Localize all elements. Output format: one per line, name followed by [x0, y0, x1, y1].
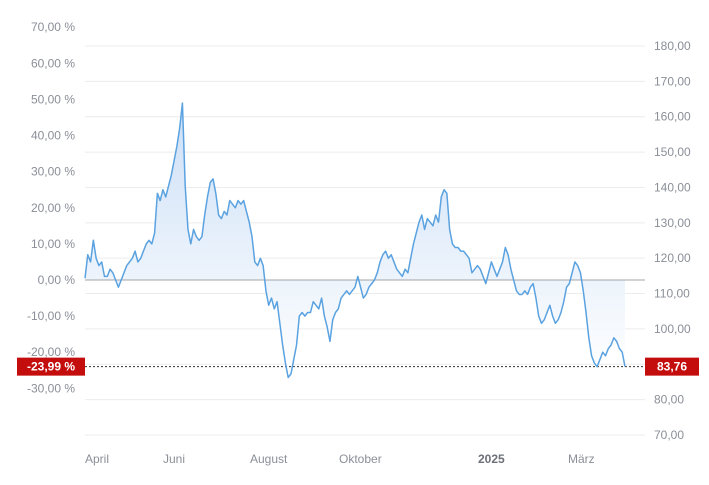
right-axis: 180,00 170,00 160,00 150,00 140,00 130,00 120,…	[654, 39, 691, 442]
x-tick-label: August	[250, 452, 288, 466]
y-right-tick-label: 80,00	[654, 393, 684, 407]
y-right-tick-label: 100,00	[654, 322, 691, 336]
x-tick-label: April	[85, 452, 109, 466]
y-left-tick-label: 40,00 %	[31, 129, 75, 143]
y-left-tick-label: 0,00 %	[38, 273, 76, 287]
y-right-tick-label: 140,00	[654, 180, 691, 194]
y-left-tick-label: 30,00 %	[31, 165, 75, 179]
last-price-label: 83,76	[657, 360, 687, 374]
y-left-tick-label: -30,00 %	[27, 381, 75, 395]
left-axis: 70,00 % 60,00 % 50,00 % 40,00 % 30,00 % 20,00…	[27, 20, 75, 395]
y-left-tick-label: 50,00 %	[31, 92, 75, 106]
y-right-tick-label: 120,00	[654, 251, 691, 265]
y-left-tick-label: -20,00 %	[27, 345, 75, 359]
x-tick-label: März	[568, 452, 595, 466]
y-right-tick-label: 170,00	[654, 74, 691, 88]
x-tick-label: Oktober	[339, 452, 382, 466]
last-percent-label: -23,99 %	[27, 360, 75, 374]
y-right-tick-label: 150,00	[654, 145, 691, 159]
y-right-tick-label: 110,00	[654, 287, 690, 301]
area-layer	[84, 102, 645, 379]
last-value-badges: -23,99 % 83,76	[17, 357, 699, 376]
x-tick-label: Juni	[163, 452, 185, 466]
x-axis: April Juni August Oktober 2025 März	[85, 452, 595, 466]
y-right-tick-label: 180,00	[654, 39, 691, 53]
y-left-tick-label: 60,00 %	[31, 56, 75, 70]
series-line	[84, 102, 626, 379]
area-fill	[85, 103, 625, 378]
y-left-tick-label: 70,00 %	[31, 20, 75, 34]
y-left-tick-label: -10,00 %	[27, 309, 75, 323]
last-percent-badge	[17, 357, 85, 376]
y-right-tick-label: 130,00	[654, 216, 691, 230]
y-left-tick-label: 10,00 %	[31, 237, 75, 251]
x-tick-label: 2025	[478, 452, 505, 466]
y-right-tick-label: 70,00	[654, 428, 684, 442]
y-left-tick-label: 20,00 %	[31, 201, 75, 215]
y-right-tick-label: 160,00	[654, 110, 691, 124]
last-price-badge	[645, 357, 699, 376]
